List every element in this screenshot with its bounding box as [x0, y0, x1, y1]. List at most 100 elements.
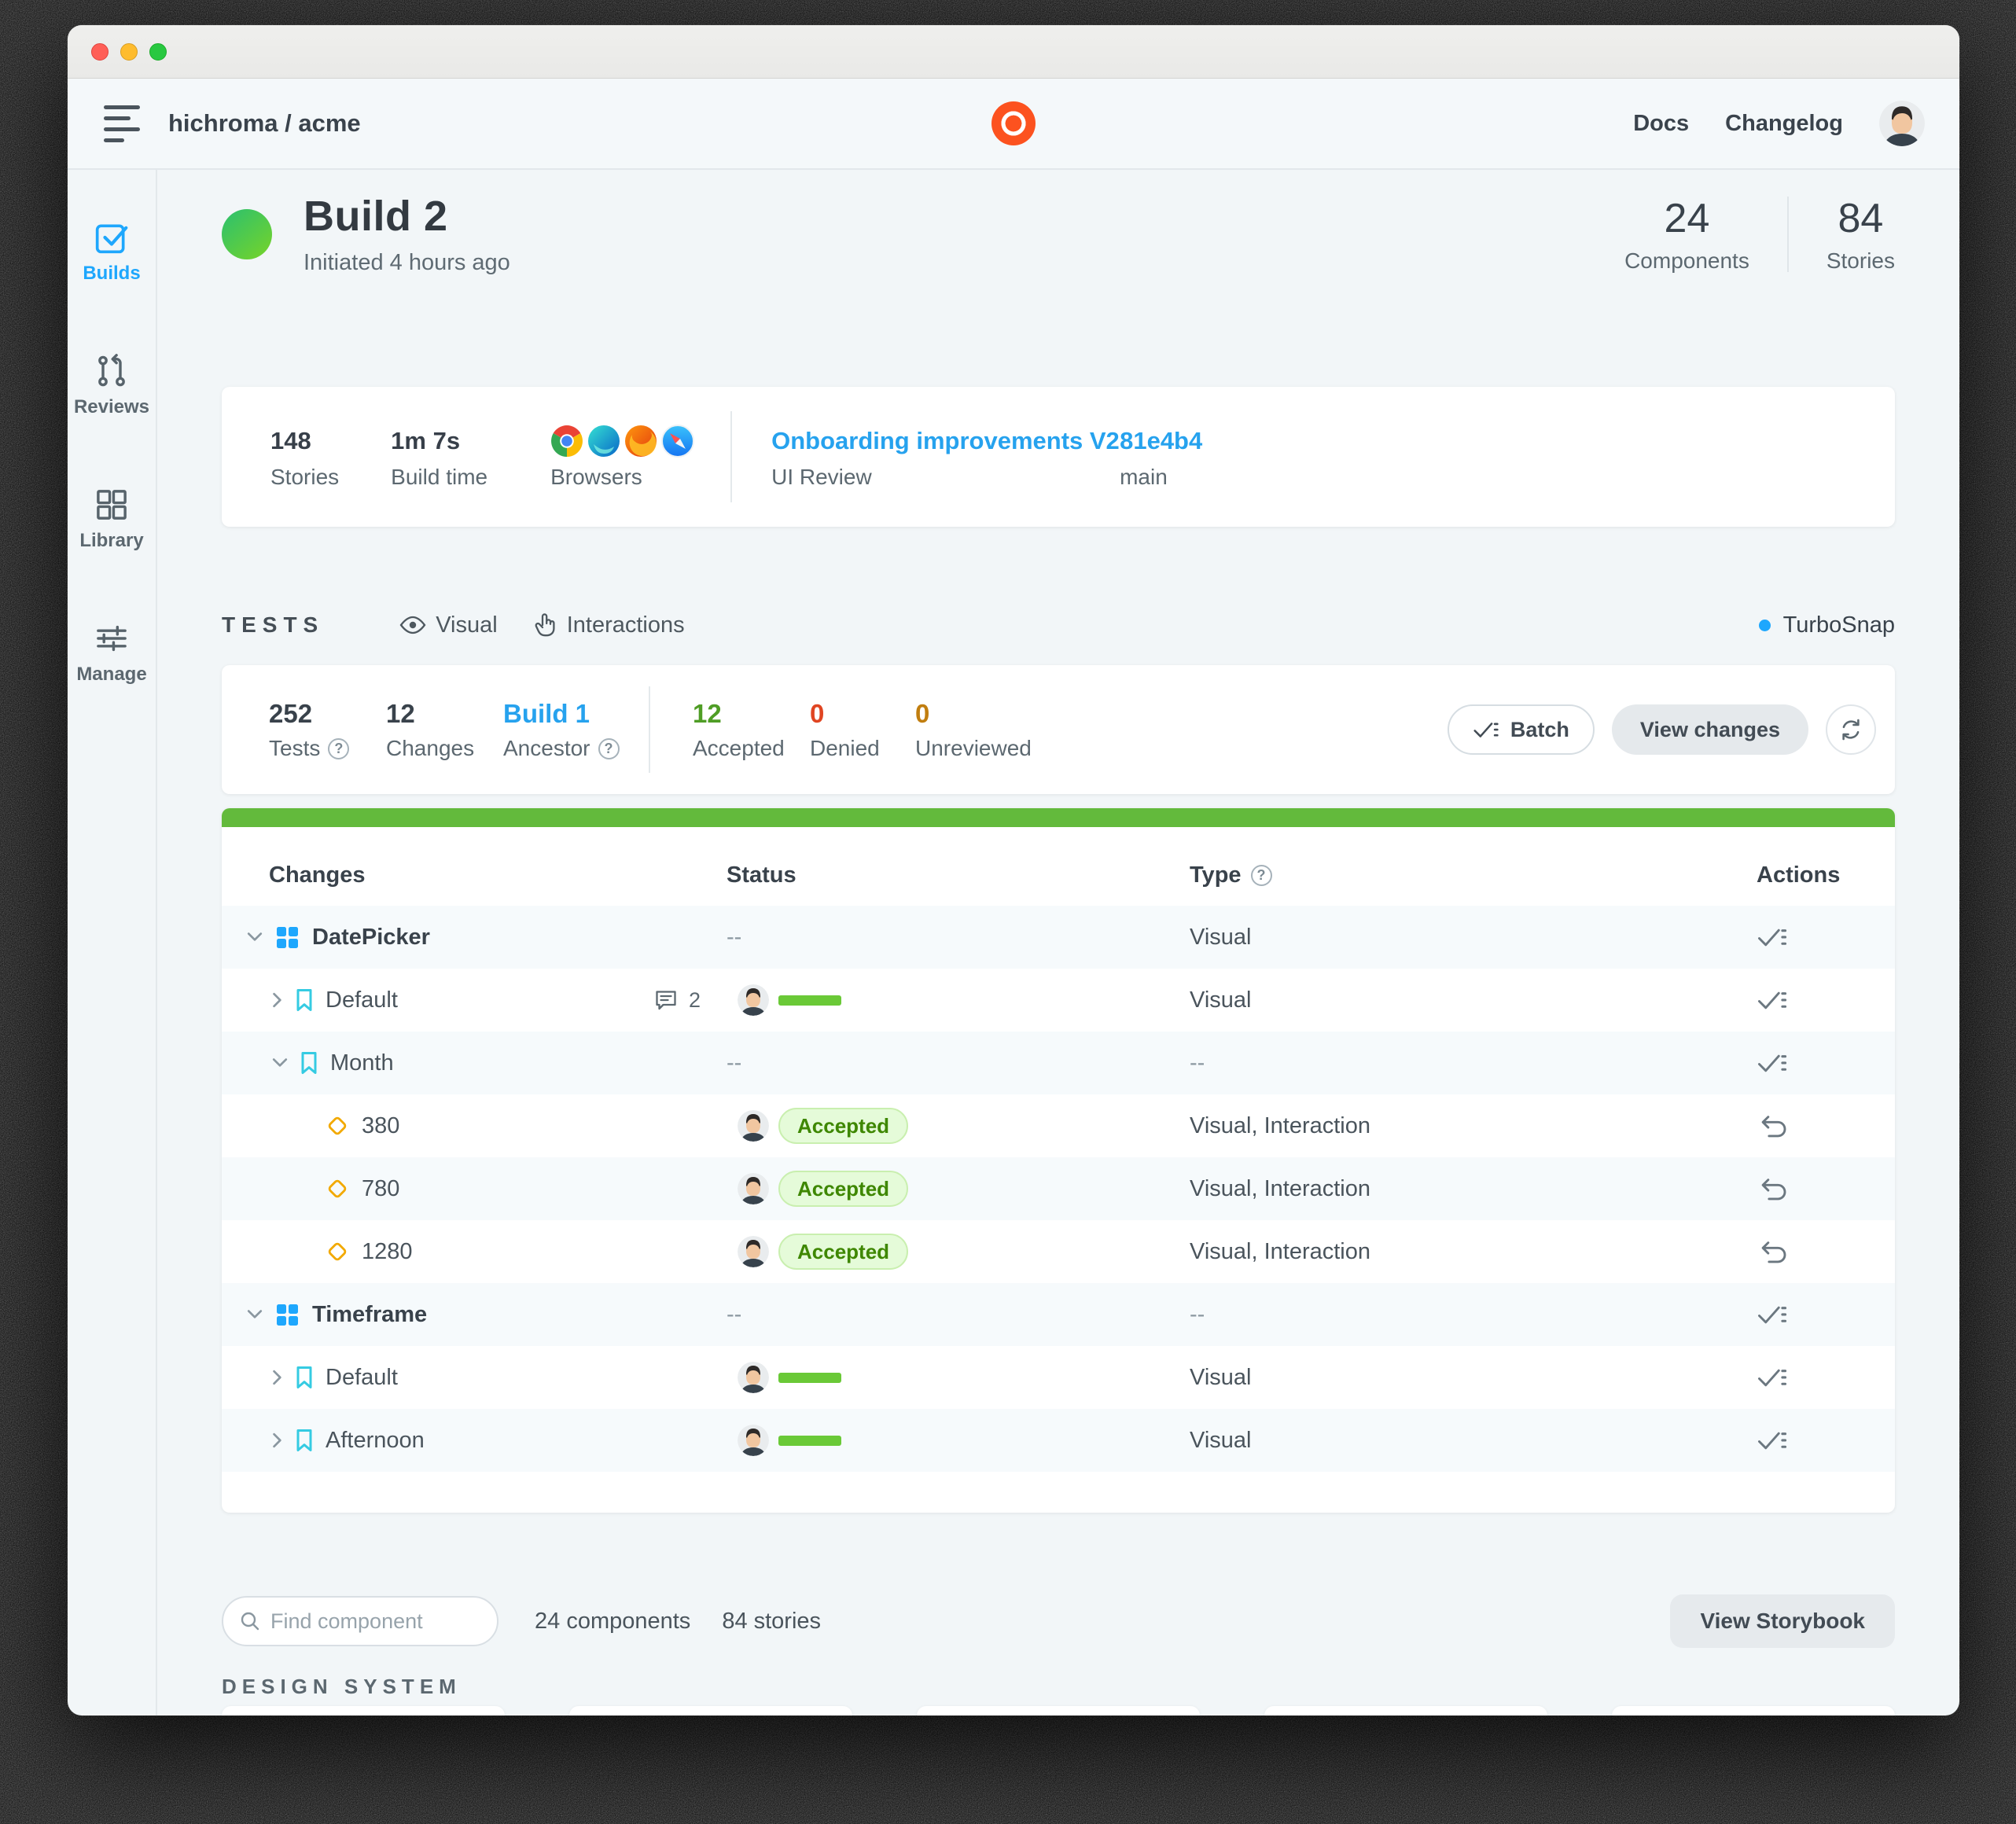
changes-table: Changes Status Type Actions DatePicker -… [222, 808, 1895, 1513]
branch-block: Onboarding improvements V2 UI Review [771, 424, 1120, 490]
batch-accept-icon[interactable] [1753, 1051, 1895, 1076]
batch-accept-icon[interactable] [1753, 1366, 1895, 1390]
component-card[interactable] [1612, 1706, 1895, 1716]
help-icon[interactable] [328, 737, 350, 759]
search-input[interactable] [270, 1609, 481, 1634]
status-value: -- [727, 924, 742, 950]
status-value: -- [727, 1301, 742, 1327]
sidebar-label: Builds [83, 263, 141, 284]
minimize-window-button[interactable] [120, 42, 138, 61]
story-name: Month [330, 1050, 394, 1076]
build-status-dot [222, 208, 272, 259]
chevron-down-icon[interactable] [247, 1309, 263, 1320]
view-changes-button[interactable]: View changes [1611, 704, 1808, 755]
story-bookmark-icon [300, 1051, 318, 1075]
stories-stat: 84 Stories [1826, 195, 1895, 273]
user-avatar[interactable] [1879, 101, 1925, 146]
changes-count-block: 12 Changes [386, 699, 475, 760]
ancestor-block: Build 1 Ancestor [503, 698, 649, 761]
sidebar-item-library[interactable]: Library [79, 487, 144, 552]
component-card[interactable] [1264, 1706, 1547, 1716]
help-icon[interactable] [1250, 864, 1272, 886]
story-bookmark-icon [296, 1366, 313, 1389]
batch-button[interactable]: Batch [1447, 704, 1595, 755]
branch-link[interactable]: Onboarding improvements V2 [771, 427, 1120, 454]
table-row-snapshot[interactable]: 780 Accepted Visual, Interaction [222, 1157, 1895, 1220]
visual-tests-toggle[interactable]: Visual [399, 612, 498, 638]
table-row-story[interactable]: Default Visual [222, 1346, 1895, 1409]
turbosnap-indicator[interactable]: TurboSnap [1758, 612, 1895, 638]
chevron-right-icon[interactable] [272, 1370, 283, 1385]
component-name: DatePicker [312, 924, 430, 950]
browsers-block: Browsers [550, 424, 695, 490]
batch-accept-icon[interactable] [1753, 925, 1895, 950]
refresh-button[interactable] [1826, 704, 1876, 755]
chevron-down-icon[interactable] [272, 1057, 288, 1068]
manage-sliders-icon [94, 621, 129, 656]
sidebar-label: Library [79, 530, 144, 551]
comment-count: 2 [689, 987, 701, 1012]
commit-link[interactable]: 81e4b4 [1120, 427, 1203, 454]
component-card[interactable] [222, 1706, 505, 1716]
ancestor-build-link[interactable]: Build 1 [503, 699, 590, 728]
story-bookmark-icon [296, 1429, 313, 1452]
view-storybook-button[interactable]: View Storybook [1670, 1594, 1895, 1648]
find-component-search[interactable] [222, 1596, 498, 1646]
firefox-icon [624, 425, 657, 458]
refresh-icon [1838, 717, 1863, 742]
sidebar-item-reviews[interactable]: Reviews [74, 354, 149, 418]
batch-accept-icon[interactable] [1753, 988, 1895, 1013]
status-badge: Accepted [778, 1171, 909, 1207]
components-count: 24 components [535, 1608, 691, 1634]
undo-icon[interactable] [1753, 1177, 1895, 1201]
type-value: Visual, Interaction [1190, 1112, 1370, 1138]
reviewer-avatar [738, 1362, 769, 1393]
undo-icon[interactable] [1753, 1114, 1895, 1138]
accepted-count-block: 12 Accepted [693, 699, 785, 760]
table-row-snapshot[interactable]: 1280 Accepted Visual, Interaction [222, 1220, 1895, 1283]
table-row-snapshot[interactable]: 380 Accepted Visual, Interaction [222, 1094, 1895, 1157]
build-info-card: 148 Stories 1m 7s Build time [222, 387, 1895, 527]
nav-docs[interactable]: Docs [1633, 110, 1690, 136]
chevron-right-icon[interactable] [272, 1432, 283, 1448]
snapshot-diamond-icon [326, 1240, 349, 1263]
commit-block: 81e4b4 main [1120, 424, 1202, 490]
app-header: hichroma / acme Docs Changelog [68, 79, 1959, 170]
sidebar-item-builds[interactable]: Builds [83, 220, 141, 285]
table-row-component[interactable]: Timeframe -- -- [222, 1283, 1895, 1346]
help-icon[interactable] [598, 737, 620, 759]
undo-icon[interactable] [1753, 1240, 1895, 1264]
story-name: Default [326, 987, 398, 1013]
interactions-tests-toggle[interactable]: Interactions [534, 612, 685, 638]
column-type: Type [1190, 862, 1753, 888]
close-window-button[interactable] [91, 42, 109, 61]
reviewer-avatar [738, 1173, 769, 1204]
divider [1786, 196, 1789, 272]
table-row-story[interactable]: Default 2 Visual [222, 969, 1895, 1032]
menu-icon[interactable] [104, 105, 140, 142]
table-row-story[interactable]: Afternoon Visual [222, 1409, 1895, 1472]
chevron-down-icon[interactable] [247, 932, 263, 943]
column-actions: Actions [1757, 862, 1841, 888]
batch-accept-icon[interactable] [1753, 1303, 1895, 1327]
zoom-window-button[interactable] [149, 42, 167, 61]
tests-summary-card: 252 Tests 12 Changes Build 1 Ancestor 12… [222, 665, 1895, 794]
table-row-story[interactable]: Month -- -- [222, 1032, 1895, 1094]
nav-changelog[interactable]: Changelog [1725, 110, 1843, 136]
component-card-row [222, 1706, 1895, 1716]
table-row-component[interactable]: DatePicker -- Visual [222, 906, 1895, 969]
chromatic-logo-icon[interactable] [991, 101, 1036, 145]
batch-accept-icon[interactable] [1753, 1429, 1895, 1453]
chevron-right-icon[interactable] [272, 992, 283, 1008]
status-value: -- [727, 1050, 742, 1076]
comments-indicator[interactable]: 2 [654, 988, 701, 1013]
chrome-icon [550, 425, 583, 458]
sidebar-item-manage[interactable]: Manage [76, 621, 147, 686]
library-grid-icon [94, 487, 129, 522]
component-card[interactable] [569, 1706, 852, 1716]
reviewer-avatar [738, 1425, 769, 1456]
type-value: Visual [1190, 1427, 1252, 1453]
component-card[interactable] [917, 1706, 1200, 1716]
breadcrumb[interactable]: hichroma / acme [168, 109, 361, 137]
snapshot-diamond-icon [326, 1177, 349, 1201]
